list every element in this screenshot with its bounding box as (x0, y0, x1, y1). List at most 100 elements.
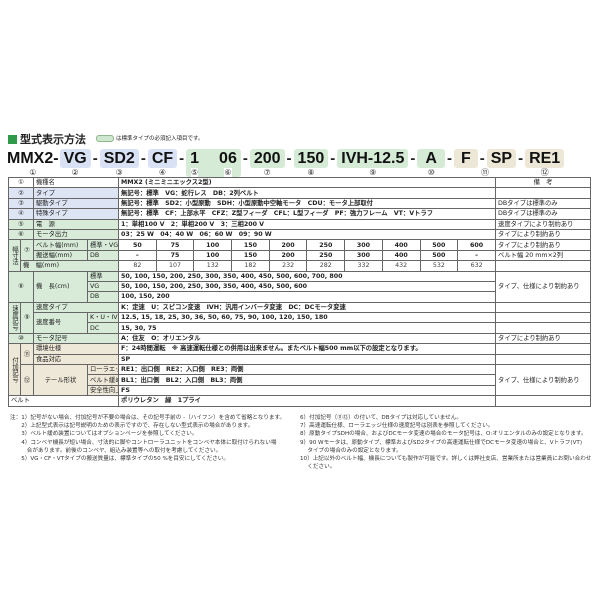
cell: 600 (457, 239, 497, 251)
cell: 100 (193, 249, 233, 262)
row-sublabel: VG (86, 280, 120, 293)
code-speed: IVH-12.5 (337, 149, 409, 168)
legend: は標準タイプの必須記入項目です。 (96, 134, 203, 142)
note: ください。 (300, 464, 336, 471)
code-segment: VG ② (59, 149, 91, 177)
row-value: MMX2 (ミニミニエックス2型) (118, 176, 497, 189)
row-number: ⑥ (8, 228, 34, 241)
group-label: 付加記号 (8, 343, 21, 397)
code-segment: 200 ⑦ (249, 149, 285, 177)
row-value: 100, 150, 200 (118, 291, 497, 303)
cell: 132 (193, 260, 233, 272)
row-sublabel: DB (86, 249, 120, 262)
cell: 75 (155, 239, 195, 251)
note: 6）付加記号（⑪⑫）の付いて、DBタイプは対応していません。 (300, 415, 462, 421)
row-remark: タイプ、仕様により制約あり (495, 270, 592, 303)
code-segment: MMX2- ① (6, 149, 60, 177)
cell: 332 (344, 260, 383, 272)
row-number: ⑧ (8, 270, 34, 303)
row-speed-dc: DC 15, 30, 75 (9, 322, 592, 334)
note: 注：1）記号がない場合、付加記号が不要の場合は、その記号手前の -（ハイフン）を… (10, 415, 286, 421)
row-number: ① (8, 176, 34, 189)
cell: 82 (118, 260, 157, 272)
code-power-motor-box: 1 ⑤ 06 ⑥ (186, 149, 241, 177)
code-option-group: F - SP ⑪ (453, 149, 517, 177)
row-label: ベルト幅(mm) (33, 239, 88, 251)
row-number: ④ (8, 208, 34, 220)
cell: 282 (306, 260, 346, 272)
note: 5）VG・CF・VTタイプの搬送質量は、標準タイプの50 %を目安にしてください… (10, 456, 229, 463)
row-speed-kuivh: 速度番号 K・U・IVH 12.5, 15, 18, 25, 30, 36, 5… (9, 312, 592, 334)
row-value: BL1：出口側 BL2：入口側 BL3：両側 (118, 374, 497, 386)
code-number: ⑪ (481, 168, 490, 177)
row-sublabel: DB (86, 291, 120, 303)
code-dash: - (242, 150, 248, 167)
row-value: 無記号：標準 VG：蛇行レス DB：2列ベルト (118, 187, 497, 199)
row-value: FS (118, 384, 497, 397)
required-swatch-icon (96, 134, 114, 142)
code-tail: RE1 (525, 149, 565, 168)
cell: 632 (457, 260, 497, 272)
note: 10）上記以外のベルト幅、機長についても製作が可能です。詳しくは弊社支店、営業所… (300, 456, 592, 463)
code-segment: CF ④ (147, 149, 178, 177)
row-remark (495, 343, 592, 355)
spec-table: ① 機種名 MMX2 (ミニミニエックス2型) 備 考 ② タイプ 無記号：標準… (7, 176, 592, 407)
code-dash: - (518, 150, 524, 167)
code-width: 200 (249, 149, 285, 168)
code-drive: SD2 (99, 149, 139, 168)
row-remark (495, 353, 592, 366)
row-number: ⑤ (8, 218, 34, 230)
row-drive: ③ 駆動タイプ 無記号：標準 SD2：小型原動 SDH：小型原動中空軸モータ C… (8, 197, 592, 210)
note: 8）原動タイプSDHの場合、およびDCモータ変速の場合のモータ記号は、O:オリエ… (300, 431, 587, 438)
row-value: 1：単相100 V 2：単相200 V 3：三相200 V (118, 218, 497, 230)
row-roller-edge: ⑫ テール形状 ローラエッジ RE1：出口側 RE2：入口側 RE3：両側 タイ… (9, 364, 592, 397)
model-code: MMX2- ① VG ② - SD2 ③ - CF ④ - 1 ⑤ 06 ⑥ -… (6, 149, 565, 177)
row-motor-maker: ⑩ モータ記号 A：住友 O：オリエンタル タイプにより制約あり (8, 332, 592, 345)
row-label: 環境仕様 (32, 343, 120, 355)
remarks-header: 備 考 (495, 176, 592, 189)
code-number: ④ (158, 168, 167, 177)
note: タイプの場合のみの設定となります。 (300, 447, 402, 454)
row-value: F：24時間運転 ※ 高速運転仕様との併用は出来ません。またベルト幅500 mm… (118, 343, 497, 355)
row-value: K：定速 U：スピコン変速 IVH：汎用インバータ変速 DC：DCモータ変速 (118, 301, 497, 314)
row-remark (495, 301, 592, 314)
row-number: ⑩ (8, 332, 34, 345)
cell: – (118, 249, 157, 262)
cell: 400 (381, 239, 421, 251)
row-power: ⑤ 電 源 1：単相100 V 2：単相200 V 3：三相200 V 速度タイ… (8, 218, 592, 230)
row-sublabel: 標準・VG (86, 239, 120, 251)
row-remark (495, 187, 592, 199)
cell: 182 (231, 260, 270, 272)
cell: 500 (419, 249, 459, 262)
note: 合があります。前後のコンベヤ、組込み装置等への取付を考慮してください。 (10, 447, 222, 454)
row-remark (495, 395, 592, 407)
notes-right: 6）付加記号（⑪⑫）の付いて、DBタイプは対応していません。 7）高速運転仕様、… (300, 414, 592, 471)
cell: 532 (419, 260, 459, 272)
cell: 300 (344, 249, 383, 262)
row-value: ポリウレタン 緑 1プライ (118, 395, 497, 407)
row-conveying-width: 搬送幅(mm) DB – 75 100 150 200 250 300 400 … (9, 249, 592, 262)
cell: 150 (231, 239, 270, 251)
code-special: CF (147, 149, 178, 168)
row-value: A：住友 O：オリエンタル (118, 332, 497, 345)
row-remark: タイプにより制約あり (495, 239, 592, 251)
row-remark (495, 322, 592, 334)
row-value: 03：25 W 04：40 W 06：60 W 09：90 W (118, 228, 497, 241)
row-label: 機 長(cm) (33, 270, 88, 303)
cell: 200 (268, 239, 308, 251)
code-number: ⑥ (224, 168, 232, 177)
cell: 400 (381, 249, 421, 262)
code-power: 1 (190, 150, 200, 167)
code-motor: 06 (219, 150, 237, 167)
row-remark (495, 260, 592, 272)
row-value: SP (118, 353, 497, 366)
cell: – (457, 249, 497, 262)
cell: 250 (306, 249, 346, 262)
row-special: ④ 特殊タイプ 無記号：標準 CF：上部水平 CFZ：Z型フィーダ CFL：L型… (8, 208, 592, 220)
row-label: 食品対応 (32, 353, 120, 366)
row-sublabel: ローラエッジ (86, 364, 120, 376)
code-number: ⑤ (191, 168, 199, 177)
row-value: 50, 100, 150, 200, 250, 300, 350, 400, 4… (118, 280, 497, 293)
note: 4）コンベヤ機長が短い場合、寸法的に脚やコントローラユニットをコンベヤ本体に取付… (10, 439, 277, 446)
row-remark: タイプ、仕様により制約あり (495, 364, 592, 397)
